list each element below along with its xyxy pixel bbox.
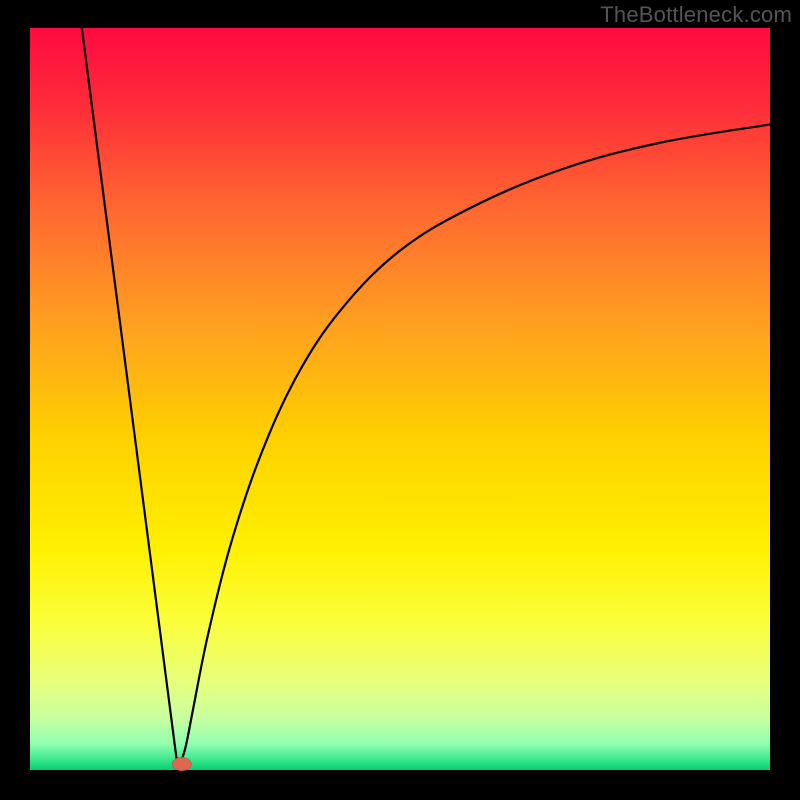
watermark-text: TheBottleneck.com: [600, 2, 792, 28]
plot-background: [30, 28, 770, 770]
chart-container: TheBottleneck.com: [0, 0, 800, 800]
optimal-point-marker: [172, 757, 191, 770]
bottleneck-chart: [0, 0, 800, 800]
